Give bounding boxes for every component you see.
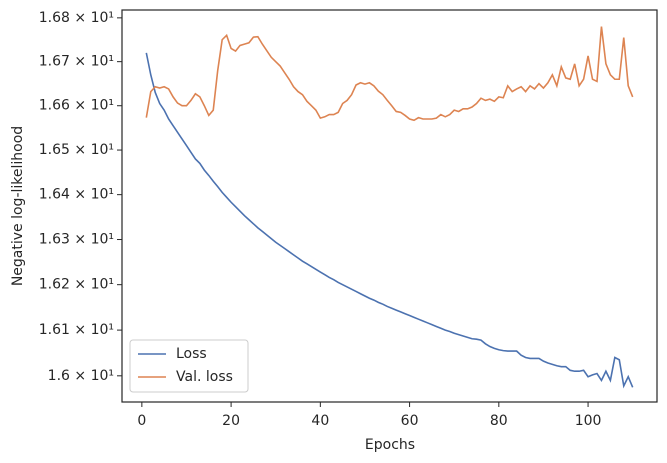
- x-tick-label: 40: [311, 413, 329, 429]
- y-tick-label: 1.62 × 10¹: [39, 277, 114, 293]
- x-tick-label: 60: [401, 413, 419, 429]
- legend-box: [129, 339, 249, 393]
- y-tick-label: 1.68 × 10¹: [39, 10, 114, 26]
- y-tick-label: 1.63 × 10¹: [39, 232, 114, 248]
- y-tick-label: 1.66 × 10¹: [39, 98, 114, 114]
- data-line: [145, 52, 634, 389]
- legend-label: Val. loss: [176, 369, 233, 385]
- data-line: [145, 26, 634, 122]
- x-tick-label: 80: [490, 413, 508, 429]
- y-tick-label: 1.64 × 10¹: [39, 187, 114, 203]
- legend-label: Loss: [176, 346, 207, 362]
- plot-frame: [121, 9, 658, 403]
- x-axis-label: Epochs: [365, 437, 415, 453]
- y-tick-label: 1.61 × 10¹: [39, 322, 114, 338]
- x-tick-label: 20: [222, 413, 240, 429]
- y-axis-label: Negative log-likelihood: [10, 126, 26, 286]
- y-tick-label: 1.65 × 10¹: [39, 142, 114, 158]
- y-tick-label: 1.6 × 10¹: [48, 368, 114, 384]
- x-tick-label: 0: [137, 413, 146, 429]
- x-tick-label: 100: [575, 413, 602, 429]
- y-tick-label: 1.67 × 10¹: [39, 54, 114, 70]
